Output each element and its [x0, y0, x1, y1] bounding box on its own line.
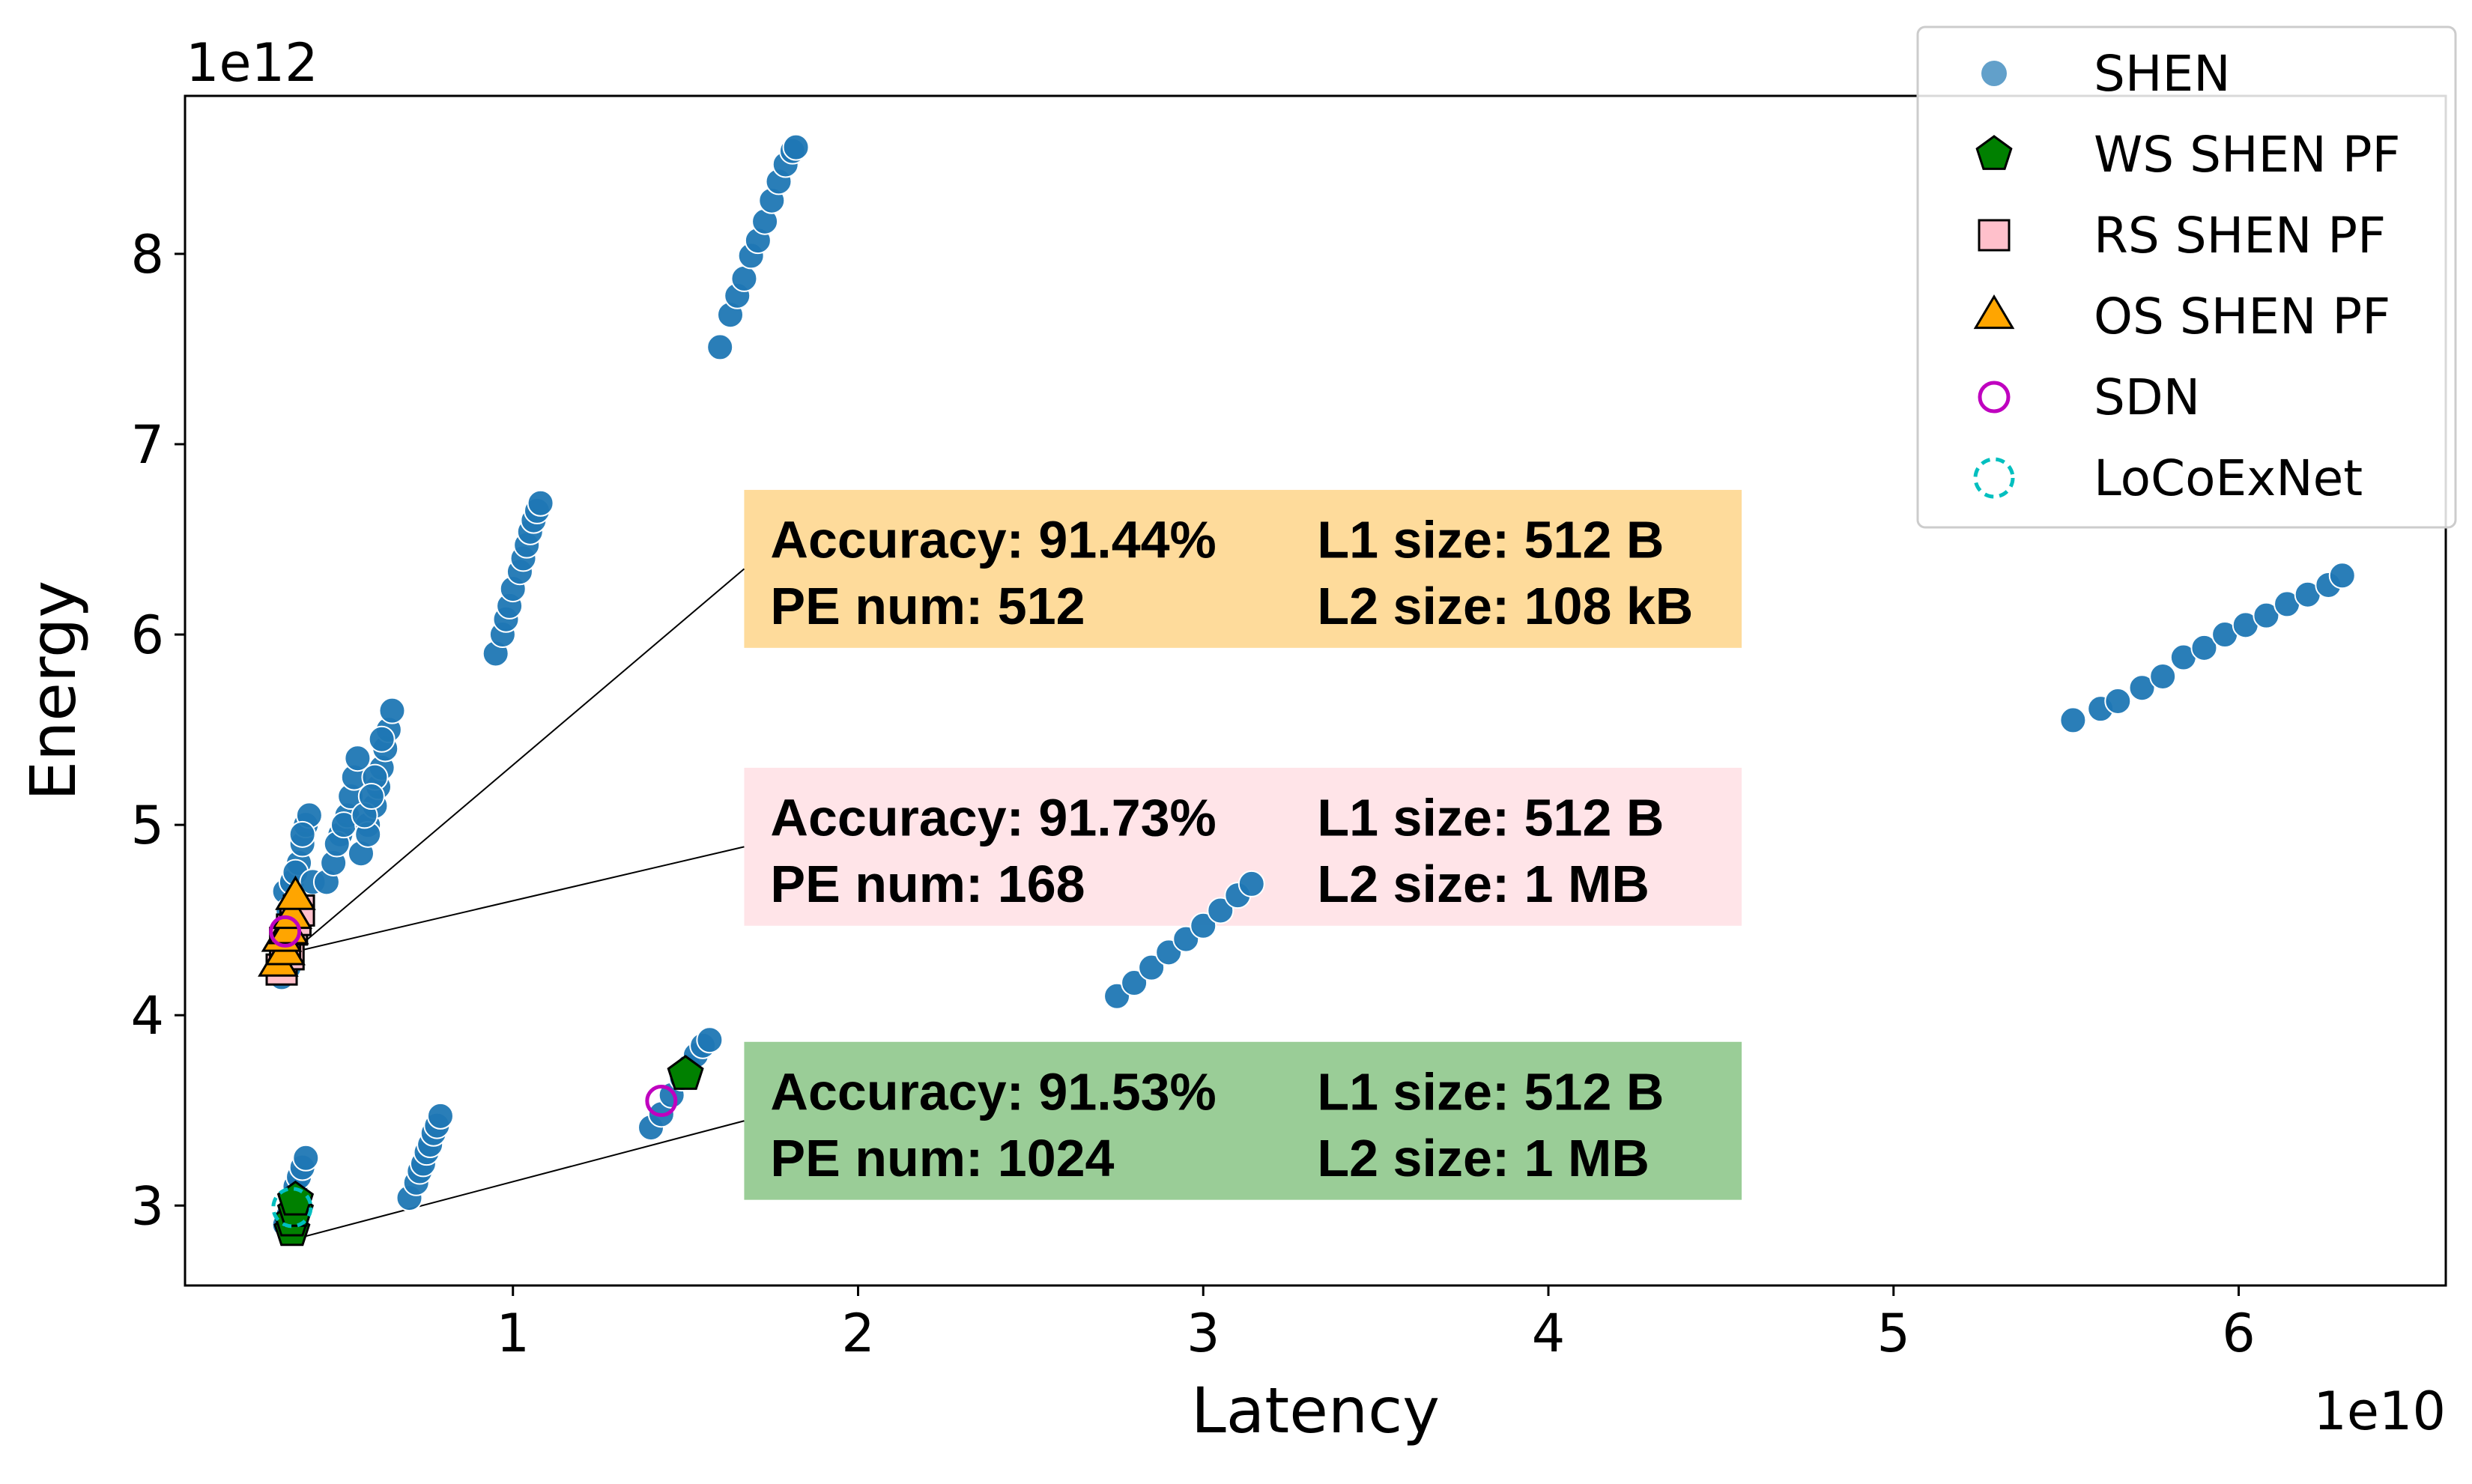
- annotation-2: Accuracy: 91.73% PE num: 168 L1 size: 512 …: [291, 767, 1742, 954]
- legend-frame: [1916, 25, 2457, 529]
- y-tick-label: 5: [130, 795, 164, 856]
- x-offset-label: 1e10: [2313, 1381, 2446, 1442]
- legend-label: SHEN: [2094, 45, 2231, 103]
- legend-label: OS SHEN PF: [2094, 288, 2390, 345]
- annotation-3: Accuracy: 91.53% PE num: 1024 L1 size: 512…: [291, 1041, 1742, 1241]
- legend-entry: SDN: [1978, 369, 2200, 426]
- annotation-leader-line: [291, 846, 745, 954]
- x-tick-label: 4: [1532, 1303, 1566, 1364]
- y-tick-label: 7: [130, 414, 164, 476]
- annotation-l1-size: L1 size: 512 B: [1317, 511, 1664, 569]
- annotation-accuracy: Accuracy: 91.53%: [770, 1062, 1216, 1121]
- legend-marker: [1973, 457, 2015, 499]
- annotation-layer: Accuracy: 91.44% PE num: 512 L1 size: 512 …: [291, 489, 1742, 1241]
- annotation-l2-size: L2 size: 1 MB: [1317, 855, 1649, 913]
- y-offset-label: 1e12: [186, 32, 318, 94]
- legend-marker: [1973, 294, 2015, 330]
- legend-label: SDN: [2094, 369, 2200, 426]
- axes-layer: 1 2 3 4 5 6 3 4 5 6 7 8: [130, 224, 2255, 1364]
- annotation-pe-num: PE num: 512: [770, 577, 1085, 635]
- annotation-accuracy: Accuracy: 91.73%: [770, 789, 1216, 847]
- data-point: [2059, 706, 2087, 734]
- data-point: [378, 697, 406, 724]
- plot-frame: [184, 94, 2447, 1287]
- data-point: [1237, 870, 1265, 897]
- annotation-pe-num: PE num: 168: [770, 855, 1085, 913]
- data-point: [706, 333, 734, 361]
- legend-label: LoCoExNet: [2094, 449, 2363, 507]
- data-point: [2328, 562, 2356, 590]
- data-point: [271, 1187, 313, 1229]
- annotation-l2-size: L2 size: 108 kB: [1317, 577, 1693, 635]
- points-layer: [258, 133, 2356, 1247]
- legend-label: WS SHEN PF: [2094, 126, 2400, 184]
- data-point: [344, 745, 372, 772]
- data-point: [1121, 969, 1148, 997]
- series-sdn: [269, 915, 678, 1118]
- annotation-l1-size: L1 size: 512 B: [1317, 789, 1664, 847]
- data-point: [1138, 954, 1166, 981]
- data-point: [2253, 602, 2280, 629]
- y-axis-label: Energy: [16, 581, 90, 801]
- data-point: [292, 1144, 320, 1172]
- data-point: [645, 1085, 678, 1118]
- annotation-accuracy: Accuracy: 91.44%: [770, 511, 1216, 569]
- legend-label: RS SHEN PF: [2094, 207, 2386, 264]
- x-tick-label: 6: [2222, 1303, 2256, 1364]
- legend-entry: OS SHEN PF: [1973, 288, 2390, 345]
- data-point: [782, 133, 810, 161]
- annotation-1: Accuracy: 91.44% PE num: 512 L1 size: 512 …: [291, 489, 1742, 954]
- x-axis-label: Latency: [1191, 1374, 1440, 1447]
- annotation-leader-line: [291, 568, 745, 954]
- data-point: [667, 1055, 704, 1090]
- x-tick-label: 1: [496, 1303, 530, 1364]
- data-point: [368, 725, 396, 753]
- x-tick-label: 5: [1877, 1303, 1911, 1364]
- data-point: [357, 783, 385, 811]
- legend: SHEN WS SHEN PF RS SHEN PF OS SHEN PF SDN LoC…: [1916, 25, 2457, 529]
- legend-entry: LoCoExNet: [1973, 449, 2363, 507]
- data-point: [2149, 662, 2177, 690]
- series-ws-shen-pf: [273, 1055, 704, 1247]
- x-tick-label: 2: [841, 1303, 875, 1364]
- annotation-box: [744, 1041, 1742, 1200]
- legend-entry: WS SHEN PF: [1975, 126, 2400, 184]
- data-point: [527, 489, 554, 517]
- data-point: [271, 894, 313, 930]
- y-tick-label: 3: [130, 1175, 164, 1237]
- data-point: [426, 1102, 454, 1130]
- series-shen: [268, 133, 2356, 1238]
- data-point: [1207, 897, 1235, 924]
- annotation-l1-size: L1 size: 512 B: [1317, 1062, 1664, 1121]
- annotation-pe-num: PE num: 1024: [770, 1129, 1114, 1187]
- data-point: [696, 1026, 724, 1054]
- annotation-leader-line: [291, 1120, 745, 1241]
- legend-marker: [1975, 135, 2013, 170]
- series-locoexnet: [271, 1187, 313, 1229]
- data-point: [2190, 634, 2218, 661]
- legend-marker: [1978, 381, 2011, 414]
- legend-marker: [1981, 61, 2007, 86]
- legend-marker: [1978, 219, 2011, 252]
- y-tick-label: 6: [130, 605, 164, 666]
- annotation-box: [744, 489, 1742, 648]
- data-point: [730, 264, 758, 292]
- legend-entry: RS SHEN PF: [1978, 207, 2386, 264]
- legend-entry: SHEN: [1981, 45, 2231, 103]
- data-point: [2104, 687, 2132, 715]
- data-point: [2128, 674, 2156, 702]
- data-point: [269, 915, 302, 948]
- x-tick-label: 3: [1187, 1303, 1220, 1364]
- data-point: [1190, 912, 1217, 939]
- data-point: [275, 875, 316, 910]
- annotation-l2-size: L2 size: 1 MB: [1317, 1129, 1649, 1187]
- y-tick-label: 8: [130, 224, 164, 285]
- y-tick-label: 4: [130, 985, 164, 1047]
- data-point: [288, 820, 316, 848]
